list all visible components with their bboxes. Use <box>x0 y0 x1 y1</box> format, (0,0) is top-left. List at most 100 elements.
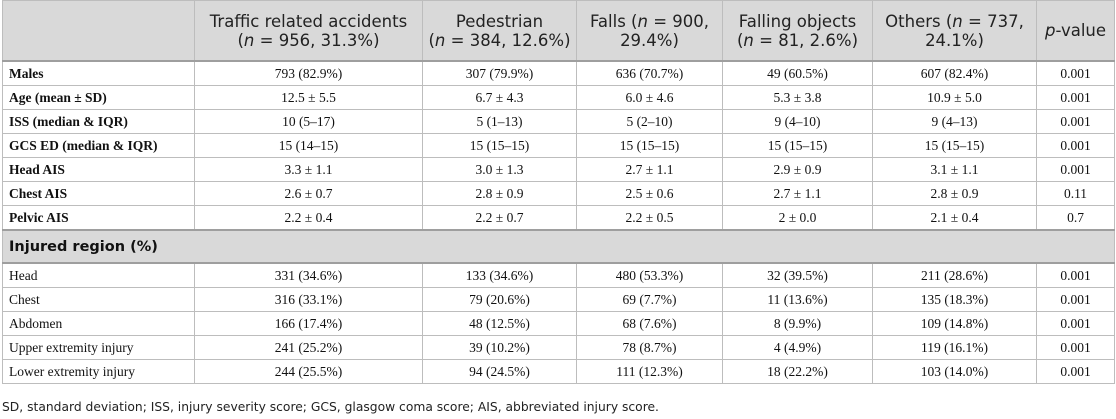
table-cell: 241 (25.2%) <box>194 335 423 360</box>
section-title: Injured region (%) <box>2 229 1115 264</box>
table-footnote: SD, standard deviation; ISS, injury seve… <box>2 400 659 414</box>
table-row: Chest AIS 2.6 ± 0.7 2.8 ± 0.9 2.5 ± 0.6 2.7 … <box>2 181 1115 206</box>
table-cell: 2.2 ± 0.5 <box>576 205 723 231</box>
table-row: Chest 316 (33.1%) 79 (20.6%) 69 (7.7%) 11 (1… <box>2 287 1115 312</box>
pvalue-cell: 0.001 <box>1036 157 1115 182</box>
table-cell: 10.9 ± 5.0 <box>872 85 1037 110</box>
table-cell: 11 (13.6%) <box>722 287 873 312</box>
table-cell: 2.2 ± 0.4 <box>194 205 423 231</box>
table-row: Age (mean ± SD) 12.5 ± 5.5 6.7 ± 4.3 6.0 ± … <box>2 85 1115 110</box>
table-cell: 211 (28.6%) <box>872 262 1037 288</box>
header-falls: Falls (n = 900, 29.4%) <box>576 0 723 62</box>
table-cell: 15 (15–15) <box>422 133 577 158</box>
row-label: Age (mean ± SD) <box>2 85 195 110</box>
table-cell: 793 (82.9%) <box>194 60 423 86</box>
pvalue-cell: 0.001 <box>1036 133 1115 158</box>
table-cell: 39 (10.2%) <box>422 335 577 360</box>
table-cell: 2.6 ± 0.7 <box>194 181 423 206</box>
table-cell: 2.7 ± 1.1 <box>722 181 873 206</box>
table-row: Upper extremity injury 241 (25.2%) 39 (10.… <box>2 335 1115 360</box>
table-cell: 78 (8.7%) <box>576 335 723 360</box>
table-cell: 2.8 ± 0.9 <box>422 181 577 206</box>
table-cell: 6.7 ± 4.3 <box>422 85 577 110</box>
table-cell: 133 (34.6%) <box>422 262 577 288</box>
table-cell: 636 (70.7%) <box>576 60 723 86</box>
pvalue-cell: 0.7 <box>1036 205 1115 231</box>
pvalue-cell: 0.001 <box>1036 311 1115 336</box>
row-label: Upper extremity injury <box>2 335 195 360</box>
pvalue-cell: 0.11 <box>1036 181 1115 206</box>
table-cell: 103 (14.0%) <box>872 359 1037 384</box>
row-label: Head <box>2 262 195 288</box>
table-row: Pelvic AIS 2.2 ± 0.4 2.2 ± 0.7 2.2 ± 0.5 2 ±… <box>2 205 1115 231</box>
header-empty-cell <box>2 0 195 62</box>
pvalue-cell: 0.001 <box>1036 60 1115 86</box>
table-cell: 307 (79.9%) <box>422 60 577 86</box>
header-others-name: Others ( <box>885 11 953 31</box>
row-label: Lower extremity injury <box>2 359 195 384</box>
table-cell: 4 (4.9%) <box>722 335 873 360</box>
table-row: Head AIS 3.3 ± 1.1 3.0 ± 1.3 2.7 ± 1.1 2.9 ±… <box>2 157 1115 182</box>
table-cell: 3.3 ± 1.1 <box>194 157 423 182</box>
table-cell: 3.0 ± 1.3 <box>422 157 577 182</box>
table-cell: 79 (20.6%) <box>422 287 577 312</box>
table-cell: 9 (4–10) <box>722 109 873 134</box>
pvalue-cell: 0.001 <box>1036 85 1115 110</box>
header-row: Traffic related accidents (n = 956, 31.3… <box>2 0 1115 62</box>
table-cell: 316 (33.1%) <box>194 287 423 312</box>
table-cell: 6.0 ± 4.6 <box>576 85 723 110</box>
row-label: Chest AIS <box>2 181 195 206</box>
table-cell: 2.2 ± 0.7 <box>422 205 577 231</box>
table-cell: 111 (12.3%) <box>576 359 723 384</box>
table-cell: 10 (5–17) <box>194 109 423 134</box>
header-pedestrian-name: Pedestrian <box>455 11 544 31</box>
table-cell: 48 (12.5%) <box>422 311 577 336</box>
table-cell: 3.1 ± 1.1 <box>872 157 1037 182</box>
table-cell: 9 (4–13) <box>872 109 1037 134</box>
table-cell: 607 (82.4%) <box>872 60 1037 86</box>
pvalue-cell: 0.001 <box>1036 262 1115 288</box>
table-cell: 15 (15–15) <box>722 133 873 158</box>
table-cell: 2 ± 0.0 <box>722 205 873 231</box>
pvalue-cell: 0.001 <box>1036 109 1115 134</box>
data-table: Traffic related accidents (n = 956, 31.3… <box>2 0 1115 384</box>
header-falling-objects: Falling objects (n = 81, 2.6%) <box>722 0 873 62</box>
table-row: ISS (median & IQR) 10 (5–17) 5 (1–13) 5 (2–… <box>2 109 1115 134</box>
header-traffic: Traffic related accidents (n = 956, 31.3… <box>194 0 423 62</box>
table-cell: 5.3 ± 3.8 <box>722 85 873 110</box>
table-header: Traffic related accidents (n = 956, 31.3… <box>2 0 1115 62</box>
table-cell: 2.7 ± 1.1 <box>576 157 723 182</box>
table-cell: 119 (16.1%) <box>872 335 1037 360</box>
row-label: Males <box>2 60 195 86</box>
table-cell: 2.8 ± 0.9 <box>872 181 1037 206</box>
table-cell: 2.9 ± 0.9 <box>722 157 873 182</box>
table-cell: 68 (7.6%) <box>576 311 723 336</box>
table-cell: 480 (53.3%) <box>576 262 723 288</box>
table-cell: 94 (24.5%) <box>422 359 577 384</box>
header-traffic-name: Traffic related accidents <box>209 11 408 31</box>
table-cell: 5 (2–10) <box>576 109 723 134</box>
table-cell: 5 (1–13) <box>422 109 577 134</box>
table-cell: 18 (22.2%) <box>722 359 873 384</box>
table-row: Males 793 (82.9%) 307 (79.9%) 636 (70.7%) 49… <box>2 60 1115 86</box>
pvalue-cell: 0.001 <box>1036 287 1115 312</box>
table-cell: 109 (14.8%) <box>872 311 1037 336</box>
header-pedestrian: Pedestrian (n = 384, 12.6%) <box>422 0 577 62</box>
pvalue-cell: 0.001 <box>1036 359 1115 384</box>
table-row: Head 331 (34.6%) 133 (34.6%) 480 (53.3%) 32 … <box>2 262 1115 288</box>
table-cell: 15 (15–15) <box>576 133 723 158</box>
table-row: Lower extremity injury 244 (25.5%) 94 (24.… <box>2 359 1115 384</box>
table-body: Males 793 (82.9%) 307 (79.9%) 636 (70.7%) 49… <box>2 60 1115 384</box>
header-falling-objects-name: Falling objects <box>738 11 857 31</box>
table-cell: 135 (18.3%) <box>872 287 1037 312</box>
row-label: Abdomen <box>2 311 195 336</box>
row-label: Chest <box>2 287 195 312</box>
table-cell: 8 (9.9%) <box>722 311 873 336</box>
pvalue-cell: 0.001 <box>1036 335 1115 360</box>
table-cell: 32 (39.5%) <box>722 262 873 288</box>
table-cell: 15 (14–15) <box>194 133 423 158</box>
row-label: Head AIS <box>2 157 195 182</box>
header-falls-name: Falls ( <box>589 11 638 31</box>
header-pvalue: p-value <box>1036 0 1115 62</box>
